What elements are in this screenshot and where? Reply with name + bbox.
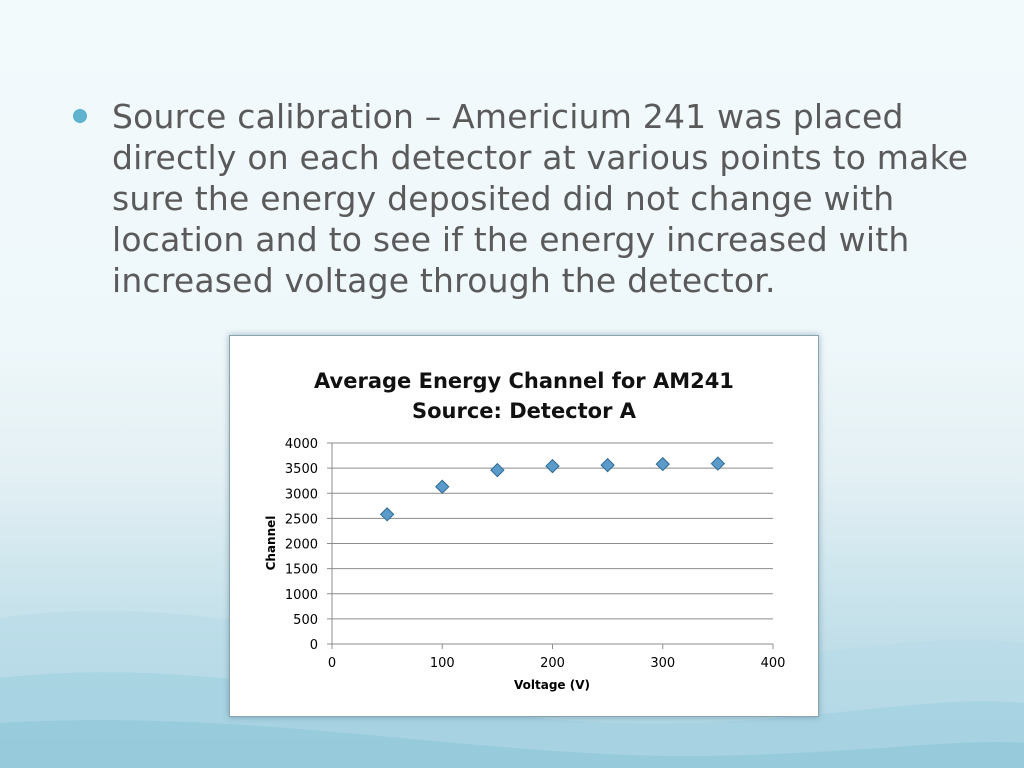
y-tick-label: 500 — [293, 613, 318, 628]
x-tick-label: 100 — [430, 656, 455, 671]
point-layer — [379, 456, 726, 522]
data-point — [545, 458, 560, 474]
scatter-chart: 0 500 1000 1500 2000 2500 3000 3500 4000 0 100 200 3… — [264, 369, 786, 692]
y-tick-label: 2000 — [285, 538, 318, 553]
grid-layer — [327, 442, 774, 649]
y-tick-label: 3000 — [285, 487, 318, 502]
y-tick-label: 1000 — [285, 588, 318, 603]
y-tick-label: 4000 — [285, 437, 318, 452]
data-point — [710, 456, 726, 471]
bullet-dot-icon — [73, 109, 87, 123]
y-tick-label: 0 — [310, 638, 318, 653]
y-tick-label: 3500 — [285, 462, 318, 477]
y-tick-label: 1500 — [285, 563, 318, 578]
x-tick-label: 0 — [328, 656, 336, 671]
data-point — [600, 457, 615, 473]
chart-title-line: Average Energy Channel for AM241 — [314, 369, 734, 393]
x-tick-label: 400 — [761, 656, 786, 671]
x-tick-label: 300 — [650, 656, 675, 671]
bullet-item: Source calibration – Americium 241 was p… — [70, 96, 970, 301]
y-axis-label: Channel — [264, 516, 278, 571]
data-point — [379, 507, 395, 522]
x-axis-label: Voltage (V) — [514, 678, 590, 692]
chart-title: Average Energy Channel for AM241 Source: … — [314, 369, 734, 423]
x-tick-label: 200 — [540, 656, 565, 671]
data-point — [435, 479, 450, 494]
chart-title-line: Source: Detector A — [412, 399, 637, 423]
bullet-text: Source calibration – Americium 241 was p… — [112, 97, 969, 300]
chart-frame: 0 500 1000 1500 2000 2500 3000 3500 4000 0 100 200 3… — [229, 335, 819, 717]
data-point — [490, 462, 505, 478]
y-tick-label: 2500 — [285, 512, 318, 527]
tick-layer: 0 500 1000 1500 2000 2500 3000 3500 4000 0 100 200 3… — [285, 437, 786, 671]
data-point — [655, 456, 670, 472]
